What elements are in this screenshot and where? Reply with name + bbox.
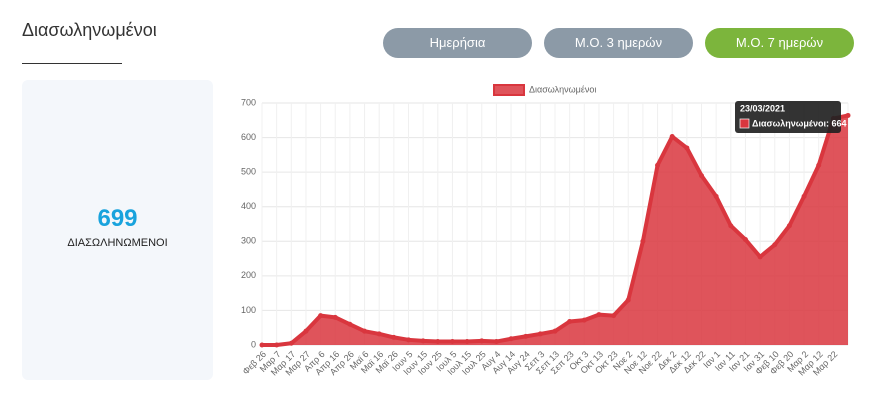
y-tick-label: 300 [241, 236, 256, 246]
point [493, 339, 499, 345]
y-tick-label: 200 [241, 270, 256, 280]
y-tick-label: 100 [241, 305, 256, 315]
y-tick-label: 600 [241, 132, 256, 142]
point [362, 328, 368, 334]
point [742, 237, 748, 243]
point [845, 112, 851, 118]
point [713, 193, 719, 199]
button[interactable]: Μ.Ο. 7 ημερών [705, 28, 854, 58]
point [640, 238, 646, 244]
point [406, 337, 411, 343]
page-title: Διασωληνωμένοι [22, 20, 157, 40]
y-tick-label: 700 [241, 97, 256, 107]
button[interactable]: Ημερήσια [383, 28, 532, 58]
legend-swatch [493, 84, 525, 96]
legend-label: Διασωληνωμένοι [529, 84, 596, 94]
point [625, 297, 631, 303]
stat-card: 699 ΔΙΑΣΩΛΗΝΩΜΕΝΟΙ [22, 80, 213, 380]
button[interactable]: Μ.Ο. 3 ημερών [544, 28, 693, 58]
y-tick-label: 400 [241, 201, 256, 211]
point [318, 313, 324, 319]
point [669, 134, 675, 140]
point [611, 313, 617, 319]
point [391, 334, 397, 340]
point [728, 223, 734, 229]
point [801, 193, 807, 199]
y-tick-label: 500 [241, 167, 256, 177]
point [786, 223, 792, 229]
point [552, 328, 558, 334]
point [699, 173, 704, 179]
point [567, 318, 573, 324]
point [581, 317, 587, 323]
point [596, 312, 602, 318]
point [508, 336, 514, 342]
point [772, 242, 778, 248]
point [288, 340, 294, 346]
point [655, 162, 661, 168]
point [537, 331, 543, 337]
y-tick-label: 0 [251, 339, 256, 349]
point [464, 339, 470, 345]
point [523, 333, 529, 339]
point [816, 162, 822, 168]
point [757, 254, 763, 260]
point [259, 342, 265, 348]
point [376, 331, 382, 337]
tooltip-swatch [739, 118, 750, 129]
point [274, 342, 280, 348]
stat-value: 699 [97, 205, 138, 232]
point [449, 339, 455, 345]
point [303, 328, 309, 334]
point [420, 338, 426, 344]
point [479, 338, 485, 344]
tooltip-title: 23/03/2021 [740, 103, 785, 113]
tooltip-label: Διασωληνωμένοι: 664 [752, 118, 846, 128]
tooltip [735, 101, 841, 133]
title-underline [22, 63, 122, 64]
point [347, 321, 353, 327]
point [435, 339, 441, 345]
stat-label: ΔΙΑΣΩΛΗΝΩΜΕΝΟΙ [67, 237, 168, 249]
area [262, 115, 848, 346]
point [684, 145, 690, 151]
point [332, 314, 338, 320]
